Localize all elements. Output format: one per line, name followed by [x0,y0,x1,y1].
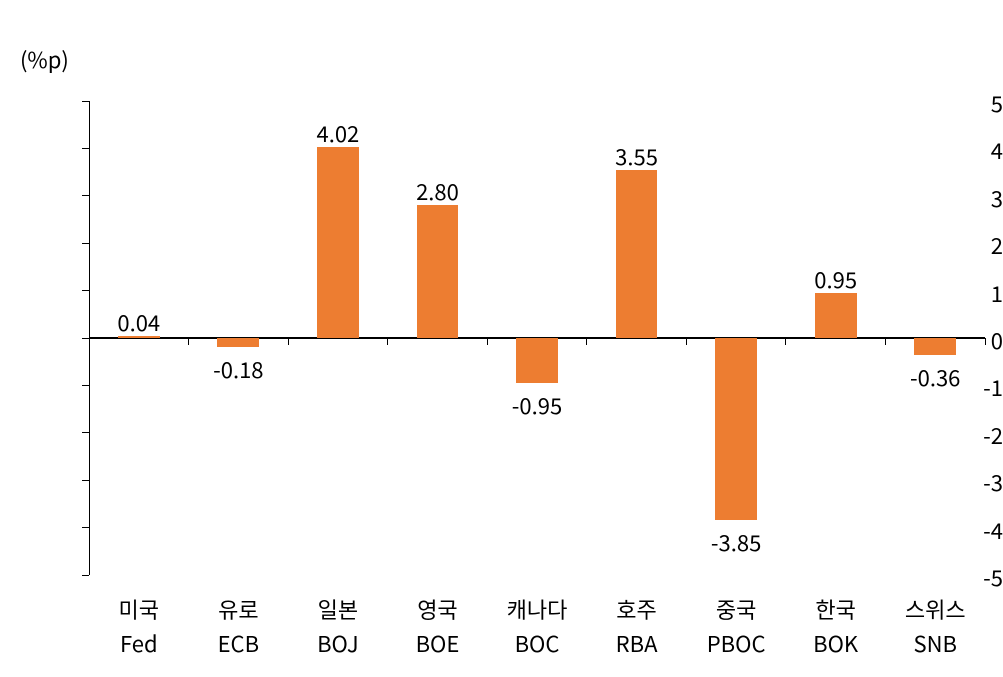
x-tick-mark [89,338,90,345]
x-tick-mark [785,338,786,345]
bar [217,338,259,347]
value-label: 0.95 [786,263,886,295]
y-tick-mark [82,575,89,576]
value-label: 0.04 [89,306,189,338]
x-tick-mark [387,338,388,345]
value-label: -0.95 [487,389,587,421]
y-tick-label: 2 [930,229,1003,261]
x-tick-mark [487,338,488,345]
bar [417,205,459,338]
value-label: -3.85 [686,526,786,558]
y-tick-mark [82,480,89,481]
y-tick-label: 5 [930,87,1003,119]
x-tick-mark [985,338,986,345]
bar [616,170,658,338]
y-tick-mark [82,101,89,102]
y-tick-label: 3 [930,182,1003,214]
bar [914,338,956,355]
chart-container: (%p) -5-4-3-2-1012345 0.04-0.184.022.80-… [0,0,1003,677]
x-tick-mark [885,338,886,345]
value-label: 3.55 [587,140,687,172]
bar [516,338,558,383]
x-tick-mark [288,338,289,345]
x-tick-mark [686,338,687,345]
y-tick-mark [82,527,89,528]
x-tick-label-bottom: SNB [875,627,995,659]
value-label: -0.36 [885,361,985,393]
x-tick-mark [188,338,189,345]
value-label: 4.02 [288,117,388,149]
y-tick-mark [82,385,89,386]
bar [715,338,757,520]
x-tick-mark [586,338,587,345]
value-label: -0.18 [188,353,288,385]
y-tick-mark [82,290,89,291]
bar [815,293,857,338]
bar [317,147,359,338]
y-tick-mark [82,148,89,149]
y-tick-mark [82,432,89,433]
y-axis-title: (%p) [20,43,69,75]
y-tick-label: -2 [930,419,1003,451]
y-tick-label: -5 [930,561,1003,593]
y-tick-label: -3 [930,466,1003,498]
value-label: 2.80 [387,175,487,207]
y-tick-mark [82,195,89,196]
y-tick-label: -4 [930,514,1003,546]
y-tick-mark [82,243,89,244]
y-tick-label: 4 [930,134,1003,166]
x-tick-label-top: 스위스 [875,593,995,625]
y-tick-label: 1 [930,277,1003,309]
